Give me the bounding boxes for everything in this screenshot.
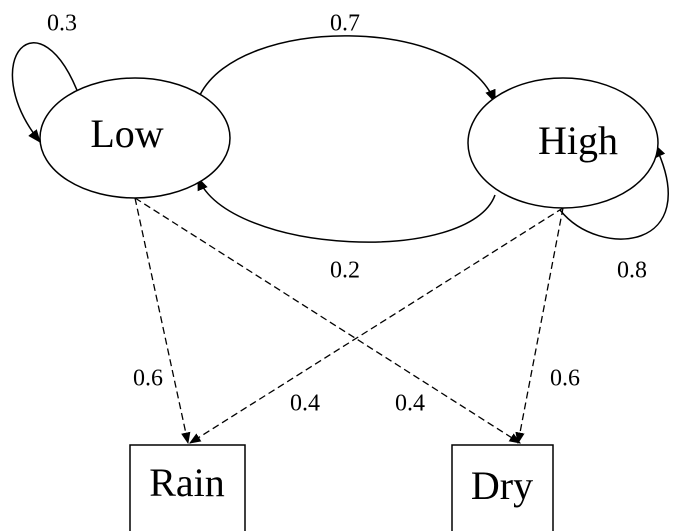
edge-low-high xyxy=(199,35,496,104)
node-rain xyxy=(129,444,246,531)
edge-high-rain xyxy=(189,207,564,444)
node-dry xyxy=(451,444,554,531)
edge-low-dry xyxy=(134,197,521,444)
edge-label: 0.3 xyxy=(47,11,77,37)
edge-label: 0.4 xyxy=(290,391,320,417)
node-high xyxy=(467,77,659,209)
edge-label: 0.8 xyxy=(617,258,647,284)
edge-low-rain xyxy=(134,197,191,445)
edge-high-dry xyxy=(515,207,564,445)
edge-high-low xyxy=(197,176,496,243)
edge-label: 0.7 xyxy=(330,11,360,37)
node-label: Rain xyxy=(149,460,225,505)
edge-label: 0.6 xyxy=(133,366,163,392)
node-label: Low xyxy=(90,111,163,156)
edge-high-high xyxy=(559,143,669,240)
edge-label: 0.2 xyxy=(330,258,360,284)
edge-label: 0.6 xyxy=(550,366,580,392)
node-low xyxy=(39,77,231,199)
node-label: Dry xyxy=(471,463,533,508)
node-label: High xyxy=(538,118,618,163)
edge-low-low xyxy=(11,42,81,144)
edge-label: 0.4 xyxy=(395,391,425,417)
